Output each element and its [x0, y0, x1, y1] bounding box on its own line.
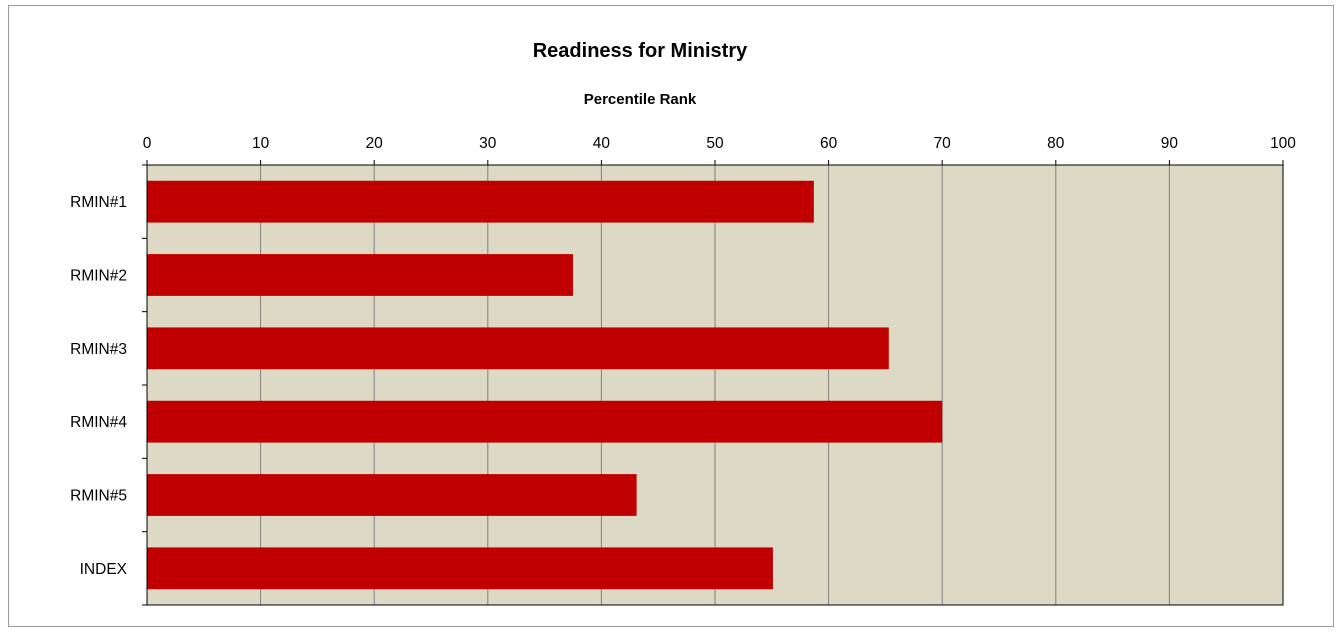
x-tick-label: 20	[366, 135, 384, 152]
plot-area: RMIN#1 RMIN#2 RMIN#3 RMIN#4 RMIN#5 INDEX 0 10 20…	[70, 135, 1296, 606]
x-tick-label: 50	[706, 135, 724, 152]
x-tick-label: 60	[820, 135, 838, 152]
category-label: RMIN#3	[70, 341, 127, 358]
bar-index	[147, 547, 773, 590]
category-label: RMIN#2	[70, 268, 127, 285]
chart-title: Readiness for Ministry	[533, 40, 748, 62]
bar-rmin-3	[147, 327, 889, 370]
category-label: RMIN#1	[70, 194, 127, 211]
x-tick-label: 10	[252, 135, 270, 152]
category-label: RMIN#5	[70, 488, 127, 505]
bar-rmin-2	[147, 254, 573, 296]
bar-rmin-1	[147, 180, 814, 223]
category-label: INDEX	[80, 561, 128, 578]
x-tick-label: 0	[143, 135, 152, 152]
category-label: RMIN#4	[70, 414, 127, 431]
x-tick-label: 100	[1270, 135, 1296, 152]
x-tick-label: 80	[1047, 135, 1065, 152]
bar-rmin-4	[147, 400, 943, 443]
x-tick-label: 70	[934, 135, 952, 152]
x-tick-label: 40	[593, 135, 611, 152]
x-tick-label: 30	[479, 135, 497, 152]
x-tick-label: 90	[1161, 135, 1179, 152]
x-axis-label: Percentile Rank	[584, 91, 697, 108]
bar-rmin-5	[147, 474, 637, 516]
